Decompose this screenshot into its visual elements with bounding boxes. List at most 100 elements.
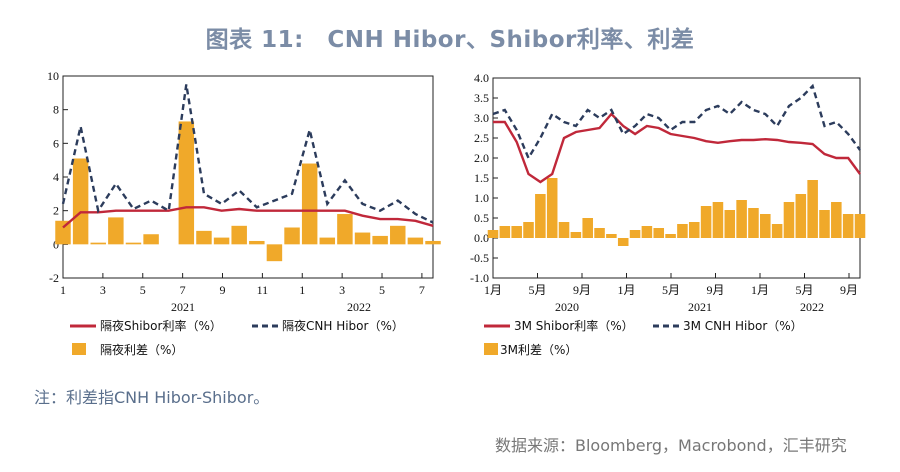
right-y-tick-label: 1.5	[474, 171, 489, 185]
right-spread-bar	[724, 210, 736, 238]
left-legend-spread-swatch	[72, 343, 86, 355]
right-hibor-line	[492, 83, 861, 161]
footnote: 注：利差指CNH Hibor-Shibor。	[34, 388, 270, 407]
left-x-tick-label: 5	[140, 283, 146, 297]
right-x-tick-label: 9月	[573, 283, 591, 297]
right-y-tick-label: 3.0	[474, 111, 489, 125]
right-y-tick-label: -1.0	[470, 271, 489, 285]
left-spread-bar	[354, 232, 371, 245]
left-x-tick-label: 7	[419, 283, 425, 297]
right-spread-bar	[629, 230, 641, 238]
left-x-tick-label: 11	[257, 283, 269, 297]
right-spread-bar	[712, 202, 724, 238]
right-spread-bar	[523, 222, 534, 238]
right-year-label: 2022	[800, 300, 824, 314]
left-y-tick-label: -2	[49, 271, 59, 285]
left-spread-bar	[266, 244, 283, 262]
left-legend-hibor-label: 隔夜CNH Hibor（%）	[282, 318, 404, 333]
left-x-tick-label: 1	[299, 283, 305, 297]
right-legend-hibor-label: 3M CNH Hibor（%）	[683, 319, 803, 333]
left-x-tick-label: 1	[60, 283, 66, 297]
left-spread-bar	[108, 217, 124, 245]
right-spread-bar	[499, 226, 511, 238]
right-spread-bar	[641, 226, 653, 238]
right-spread-bar	[771, 224, 783, 238]
left-spread-bar	[196, 230, 212, 245]
right-y-tick-label: 0.5	[474, 211, 489, 225]
right-spread-bar	[700, 206, 712, 238]
right-y-tick-label: 4.0	[474, 71, 489, 85]
right-spread-bar	[570, 232, 582, 238]
right-legend-spread-label: 3M利差（%）	[500, 343, 577, 357]
right-spread-bar	[617, 238, 629, 246]
left-spread-bar	[125, 242, 142, 245]
figure-title: 图表 11: CNH Hibor、Shibor利率、利差	[205, 27, 695, 53]
left-x-tick-label: 3	[100, 283, 106, 297]
right-x-tick-label: 9月	[840, 283, 858, 297]
left-spread-bar	[390, 225, 406, 245]
left-spread-bar	[231, 225, 247, 245]
left-spread-bar	[337, 214, 353, 245]
right-shibor-line	[493, 112, 861, 184]
right-x-tick-label: 5月	[528, 283, 546, 297]
left-x-tick-label: 9	[220, 283, 226, 297]
right-spread-bar	[831, 202, 842, 238]
left-y-tick-label: 10	[47, 69, 59, 83]
left-spread-bar	[55, 220, 71, 245]
right-spread-bar	[511, 226, 522, 238]
left-chart: -202468101357911135720212022	[47, 69, 441, 314]
data-source: 数据来源：Bloomberg，Macrobond，汇丰研究	[495, 436, 847, 455]
left-spread-bar	[178, 121, 195, 245]
right-spread-bar	[546, 178, 558, 238]
right-y-tick-label: 2.0	[474, 151, 489, 165]
left-spread-bar	[319, 237, 336, 245]
left-year-label: 2022	[347, 300, 371, 314]
right-spread-bar	[582, 218, 593, 238]
right-spread-bar	[653, 228, 665, 238]
left-x-tick-label: 7	[180, 283, 186, 297]
left-legend-spread-label: 隔夜利差（%）	[100, 342, 183, 357]
right-y-tick-label: 3.5	[474, 91, 489, 105]
left-spread-bar	[213, 237, 230, 245]
right-spread-bar	[736, 200, 747, 238]
right-spread-bar	[760, 214, 771, 238]
right-spread-bar	[606, 234, 617, 238]
right-spread-bar	[783, 202, 795, 238]
left-x-tick-label: 3	[339, 283, 345, 297]
right-legend: 3M Shibor利率（%） 3M CNH Hibor（%） 3M利差（%）	[484, 318, 803, 357]
right-year-label: 2021	[688, 300, 712, 314]
right-x-tick-label: 5月	[662, 283, 680, 297]
right-chart: -1.0 -0.5 0.0 0.5 1.0 1.5 2.0 2.5 3.0 3.5 4.0 1月 5月 9…	[470, 71, 866, 314]
left-legend: 隔夜Shibor利率（%） 隔夜CNH Hibor（%） 隔夜利差（%）	[70, 318, 404, 357]
right-spread-bar	[807, 180, 818, 238]
left-y-tick-label: 8	[53, 103, 59, 117]
right-spread-bar	[688, 222, 700, 238]
right-x-tick-label: 1月	[617, 283, 635, 297]
right-spread-bar	[842, 214, 854, 238]
left-spread-bar	[249, 240, 265, 245]
right-x-tick-label: 5月	[795, 283, 813, 297]
left-year-label: 2021	[171, 300, 195, 314]
right-year-label: 2020	[555, 300, 579, 314]
right-spread-bar	[748, 208, 759, 238]
left-legend-shibor-label: 隔夜Shibor利率（%）	[100, 318, 222, 333]
right-spread-bar	[665, 234, 676, 238]
left-spread-bar	[143, 234, 159, 245]
right-legend-shibor-label: 3M Shibor利率（%）	[514, 318, 634, 333]
right-legend-spread-swatch	[484, 343, 498, 355]
left-plot-frame	[62, 75, 434, 279]
left-y-tick-label: 2	[53, 204, 59, 218]
right-spread-bar	[535, 194, 546, 238]
right-spread-bar	[854, 214, 866, 238]
right-spread-bar	[558, 222, 570, 238]
left-spread-bar	[407, 237, 424, 245]
left-spread-bar	[72, 158, 89, 245]
left-spread-bar	[425, 240, 441, 245]
right-y-tick-label: 0.0	[474, 231, 489, 245]
left-x-tick-label: 5	[379, 283, 385, 297]
right-y-tick-label: 2.5	[474, 131, 489, 145]
left-spread-bar	[284, 227, 300, 245]
left-shibor-line	[62, 206, 434, 229]
right-spread-bar	[487, 230, 499, 238]
